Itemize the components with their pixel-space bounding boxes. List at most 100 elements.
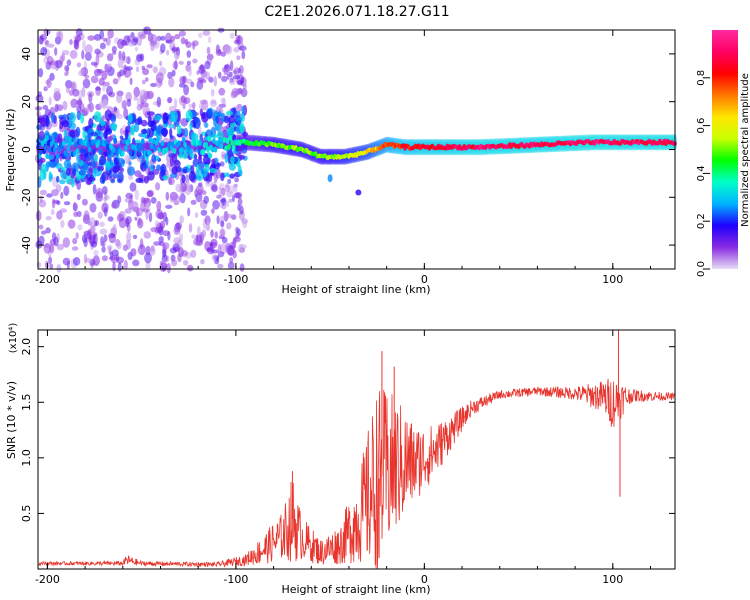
spectrogram-noise bbox=[162, 242, 170, 250]
spectrogram-ridge-core bbox=[201, 149, 206, 156]
spectrogram-noise bbox=[216, 130, 224, 141]
spectrogram-ridge-core bbox=[72, 150, 77, 157]
spectrogram-noise bbox=[235, 192, 243, 199]
spectrogram-noise bbox=[39, 195, 43, 203]
spectrogram-noise bbox=[180, 37, 186, 45]
snr-series-line bbox=[37, 378, 676, 569]
spectrogram-noise bbox=[142, 68, 150, 76]
spectrogram-noise bbox=[165, 216, 169, 226]
spectrogram-noise bbox=[194, 153, 198, 160]
snr-panel: -200 -100 0 100 0.5 1.0 1.5 2.0 Height of stra… bbox=[5, 323, 676, 596]
spectrogram-noise bbox=[106, 85, 113, 96]
spectrogram-noise bbox=[239, 65, 244, 75]
spectrogram-noise bbox=[217, 71, 222, 79]
spectrogram-noise bbox=[230, 156, 235, 164]
spectrogram-noise bbox=[130, 248, 137, 257]
spectrogram-noise bbox=[103, 99, 109, 108]
spectrogram-noise bbox=[72, 88, 80, 97]
spectrogram-noise bbox=[68, 89, 74, 96]
spectrogram-noise bbox=[63, 159, 72, 169]
spectrogram-noise bbox=[214, 157, 218, 165]
colorbar-ticks: 0.0 0.2 0.4 0.6 0.8 bbox=[696, 70, 710, 277]
spectrogram-noise bbox=[127, 42, 134, 47]
spectrogram-noise bbox=[99, 42, 106, 50]
spectrogram-ridge-core bbox=[206, 146, 210, 153]
spectrogram-noise bbox=[171, 259, 178, 267]
spectrogram-noise bbox=[68, 129, 75, 139]
spectrogram-noise bbox=[228, 71, 233, 78]
spectrogram-noise bbox=[87, 103, 92, 110]
spectrogram-ridge-core bbox=[165, 146, 169, 153]
spectrogram-noise bbox=[150, 34, 158, 45]
spectrogram-noise bbox=[206, 247, 211, 252]
spectrogram-noise bbox=[186, 50, 192, 58]
spectrogram-noise bbox=[223, 115, 230, 124]
spectrogram-noise bbox=[134, 46, 139, 52]
spectrogram-noise bbox=[117, 59, 124, 69]
spectrogram-noise bbox=[174, 33, 181, 40]
spectrogram-noise bbox=[211, 254, 218, 262]
spectrogram-noise bbox=[126, 71, 132, 76]
spectrogram-noise bbox=[233, 67, 240, 77]
spectrogram-noise bbox=[139, 238, 144, 250]
spectrogram-ridge-core bbox=[55, 153, 60, 160]
spectrogram-noise bbox=[49, 72, 55, 81]
spectrogram-noise bbox=[176, 124, 182, 136]
spectrogram-noise bbox=[186, 60, 191, 65]
spectrogram-noise bbox=[228, 198, 233, 203]
spectrogram-noise bbox=[178, 153, 185, 159]
spectrogram-noise bbox=[70, 176, 75, 188]
spectrogram-noise bbox=[110, 178, 116, 184]
spectrogram-noise bbox=[155, 182, 161, 191]
spectrogram-ridge-core bbox=[106, 144, 110, 151]
spectrogram-ridge-core bbox=[75, 148, 80, 155]
spectrogram-noise bbox=[188, 170, 196, 182]
spectrogram-noise bbox=[48, 256, 52, 265]
spectrogram-ridge-core bbox=[83, 148, 87, 155]
snr-y-tick-label: 0.5 bbox=[20, 505, 33, 523]
spectrogram-noise bbox=[40, 46, 48, 56]
spectrogram-x-tick-label: 100 bbox=[602, 273, 623, 286]
spectrogram-x-tick-label: -200 bbox=[35, 273, 60, 286]
spectrogram-noise bbox=[123, 259, 128, 270]
spectrogram-noise bbox=[211, 133, 218, 139]
spectrogram-noise bbox=[117, 38, 125, 49]
spectrogram-noise bbox=[106, 245, 113, 250]
spectrogram-noise bbox=[190, 249, 197, 258]
spectrogram-data bbox=[34, 26, 678, 274]
spectrogram-noise bbox=[77, 97, 82, 109]
spectrogram-noise bbox=[185, 110, 193, 122]
spectrogram-noise bbox=[169, 127, 173, 138]
spectrogram-noise bbox=[210, 100, 217, 107]
spectrogram-noise bbox=[116, 93, 123, 104]
spectrogram-noise bbox=[226, 130, 232, 137]
spectrogram-noise bbox=[101, 173, 105, 184]
spectrogram-ridge-core bbox=[181, 136, 186, 143]
spectrogram-noise bbox=[195, 184, 204, 194]
spectrogram-noise bbox=[236, 103, 243, 112]
spectrogram-noise bbox=[44, 260, 49, 269]
spectrogram-noise bbox=[56, 210, 63, 220]
spectrogram-noise bbox=[52, 199, 60, 204]
spectrogram-noise bbox=[156, 164, 161, 171]
spectrogram-noise bbox=[200, 79, 207, 84]
spectrogram-ridge-core bbox=[189, 148, 193, 155]
spectrogram-ridge-core bbox=[153, 145, 157, 152]
spectrogram-noise bbox=[128, 161, 132, 166]
spectrogram-noise bbox=[95, 220, 100, 226]
spectrogram-noise bbox=[136, 97, 141, 107]
colorbar-tick-label: 0.6 bbox=[696, 118, 707, 134]
spectrogram-noise bbox=[233, 184, 238, 194]
spectrogram-ridge-core bbox=[107, 149, 112, 156]
spectrogram-ridge-core bbox=[171, 141, 175, 148]
spectrogram-noise bbox=[125, 208, 130, 214]
spectrogram-noise bbox=[93, 154, 98, 163]
spectrogram-noise bbox=[162, 260, 166, 269]
spectrogram-ridge-core bbox=[198, 140, 203, 147]
spectrogram-ridge-core bbox=[46, 140, 51, 147]
spectrogram-ridge-core bbox=[54, 142, 58, 149]
spectrogram-noise bbox=[142, 102, 149, 108]
spectrogram-noise bbox=[156, 200, 162, 212]
spectrogram-noise bbox=[193, 238, 199, 246]
